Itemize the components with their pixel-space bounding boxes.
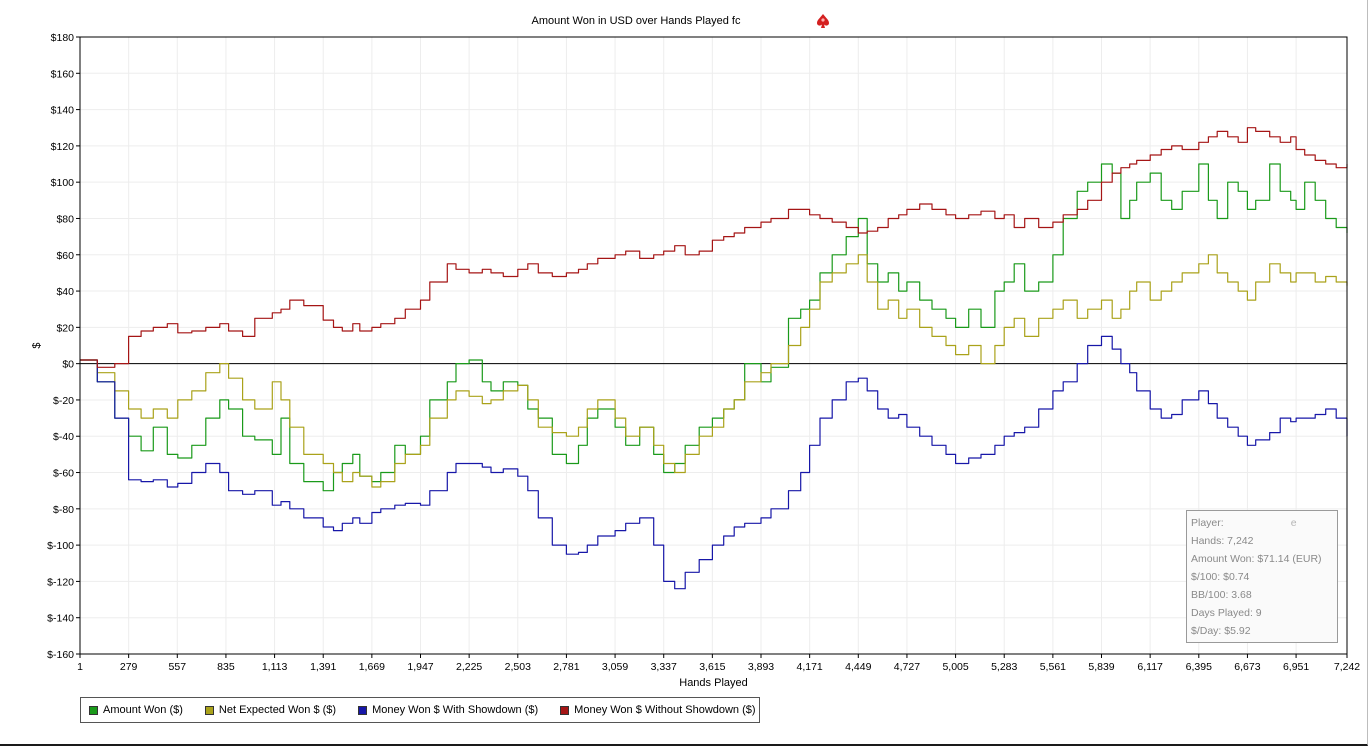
info-amount-won: Amount Won: $71.14 (EUR) bbox=[1191, 553, 1322, 565]
x-tick-label: 6,117 bbox=[1137, 661, 1163, 673]
x-tick-label: 279 bbox=[120, 661, 138, 673]
y-tick-label: $100 bbox=[51, 177, 75, 189]
y-tick-label: $60 bbox=[56, 250, 74, 262]
legend-item-1: Amount Won ($) bbox=[89, 704, 183, 716]
y-tick-label: $-120 bbox=[47, 576, 74, 588]
y-tick-label: $20 bbox=[56, 322, 74, 334]
legend-swatch bbox=[358, 705, 368, 715]
x-tick-label: 1,947 bbox=[407, 661, 433, 673]
x-tick-label: 3,059 bbox=[602, 661, 628, 673]
x-tick-label: 5,561 bbox=[1040, 661, 1066, 673]
x-tick-label: 3,615 bbox=[699, 661, 725, 673]
info-player-value: e bbox=[1290, 517, 1297, 529]
legend-swatch bbox=[560, 705, 570, 715]
x-tick-label: 6,673 bbox=[1234, 661, 1260, 673]
legend-label: Money Won $ With Showdown ($) bbox=[372, 704, 539, 716]
x-tick-label: 4,171 bbox=[797, 661, 823, 673]
x-tick-label: 1,669 bbox=[359, 661, 385, 673]
plot-border bbox=[79, 36, 1348, 655]
y-tick-label: $-40 bbox=[53, 431, 74, 443]
x-tick-label: 5,283 bbox=[991, 661, 1017, 673]
y-tick-label: $120 bbox=[51, 141, 75, 153]
y-tick-label: $-100 bbox=[47, 540, 74, 552]
info-bb-100: BB/100: 3.68 bbox=[1191, 589, 1252, 601]
legend-swatch bbox=[204, 705, 214, 715]
series-line-2 bbox=[80, 254, 1348, 488]
x-tick-label: 7,242 bbox=[1334, 661, 1360, 673]
player-stats-box: Player: e Hands: 7,242 Amount Won: $71.1… bbox=[1186, 510, 1338, 643]
legend-label: Net Expected Won $ ($) bbox=[218, 704, 337, 716]
series-line-4 bbox=[80, 127, 1348, 368]
y-tick-label: $-80 bbox=[53, 504, 74, 516]
info-per-100: $/100: $0.74 bbox=[1191, 571, 1250, 583]
y-tick-label: $-140 bbox=[47, 613, 74, 625]
x-tick-label: 835 bbox=[217, 661, 235, 673]
poker-spade-icon bbox=[817, 14, 829, 28]
chart-title: Amount Won in USD over Hands Played fc bbox=[531, 15, 741, 27]
legend-swatch bbox=[89, 705, 98, 715]
y-axis-label: $ bbox=[31, 342, 43, 348]
y-tick-label: $-20 bbox=[53, 395, 74, 407]
x-tick-label: 4,727 bbox=[894, 661, 920, 673]
x-tick-label: 5,839 bbox=[1088, 661, 1114, 673]
legend-item-4: Money Won $ Without Showdown ($) bbox=[560, 704, 756, 716]
y-tick-label: $160 bbox=[51, 68, 75, 80]
plot-area bbox=[79, 36, 1348, 655]
x-tick-label: 3,893 bbox=[748, 661, 774, 673]
y-tick-label: $40 bbox=[56, 286, 74, 298]
info-player-label: Player: bbox=[1191, 517, 1224, 529]
y-tick-label: $-160 bbox=[47, 649, 74, 661]
chart-legend: Amount Won ($) Net Expected Won $ ($) Mone… bbox=[80, 697, 760, 723]
x-tick-label: 1 bbox=[77, 661, 83, 673]
series-line-1 bbox=[80, 163, 1348, 492]
info-days-played: Days Played: 9 bbox=[1191, 607, 1262, 619]
info-player: Player: e bbox=[1191, 514, 1337, 532]
x-tick-label: 6,395 bbox=[1186, 661, 1212, 673]
info-hands: Hands: 7,242 bbox=[1191, 535, 1254, 547]
x-axis-label: Hands Played bbox=[679, 677, 748, 689]
line-chart: $180 $160 $140 $120 $100 $80 $60 $40 $20 $0 $-20 $-… bbox=[31, 32, 1360, 689]
x-tick-label: 4,449 bbox=[845, 661, 871, 673]
y-tick-label: $180 bbox=[51, 32, 75, 44]
legend-item-3: Money Won $ With Showdown ($) bbox=[358, 704, 538, 716]
y-tick-label: $80 bbox=[56, 213, 74, 225]
legend-label: Amount Won ($) bbox=[103, 704, 183, 716]
legend-item-2: Net Expected Won $ ($) bbox=[204, 704, 337, 716]
legend-label: Money Won $ Without Showdown ($) bbox=[574, 704, 756, 716]
x-tick-label: 5,005 bbox=[942, 661, 968, 673]
y-tick-label: $140 bbox=[51, 105, 75, 117]
y-tick-label: $-60 bbox=[53, 468, 74, 480]
x-tick-label: 1,113 bbox=[262, 661, 288, 673]
x-tick-label: 6,951 bbox=[1283, 661, 1309, 673]
x-tick-label: 2,781 bbox=[553, 661, 579, 673]
x-tick-label: 3,337 bbox=[651, 661, 677, 673]
y-tick-label: $0 bbox=[62, 359, 74, 371]
x-tick-label: 2,225 bbox=[456, 661, 482, 673]
x-tick-label: 2,503 bbox=[505, 661, 531, 673]
x-tick-label: 1,391 bbox=[310, 661, 336, 673]
x-tick-label: 557 bbox=[169, 661, 187, 673]
info-per-day: $/Day: $5.92 bbox=[1191, 625, 1251, 637]
series-line-3 bbox=[80, 335, 1348, 590]
